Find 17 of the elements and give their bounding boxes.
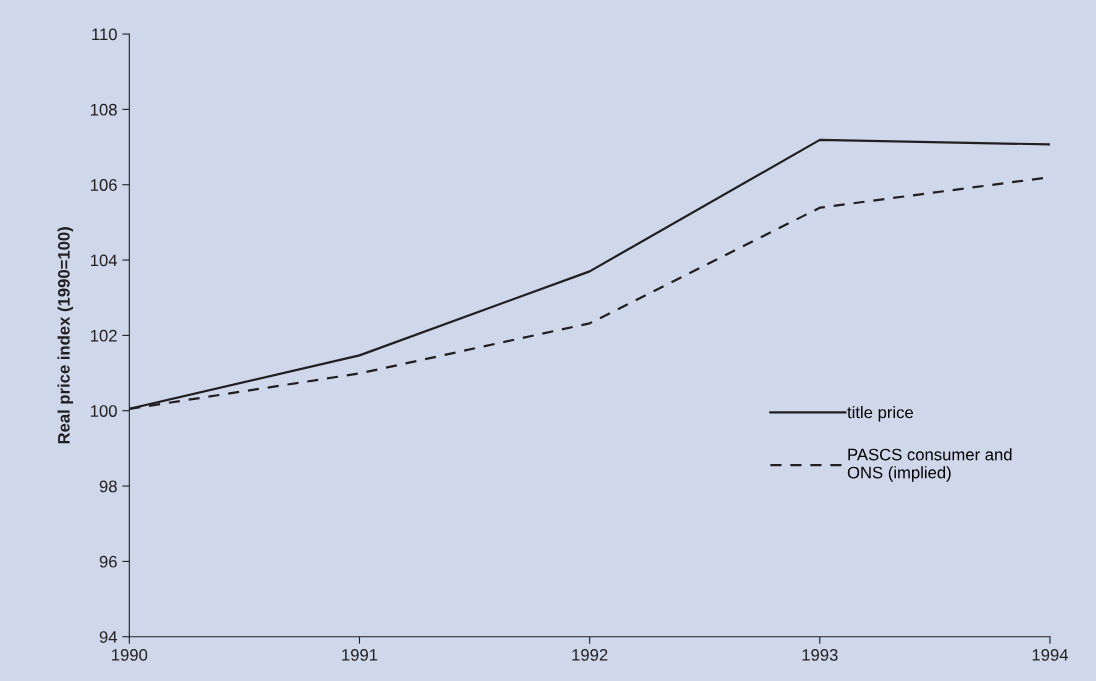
y-tick-label: 100	[90, 405, 117, 417]
legend-label: title price	[847, 406, 913, 422]
y-tick-label: 94	[99, 631, 118, 643]
x-tick-label: 1992	[572, 648, 608, 661]
x-tick-label: 1991	[342, 648, 378, 661]
y-axis-title: Real price index (1990=100)	[57, 227, 74, 444]
y-tick-label: 106	[90, 179, 117, 191]
x-tick-label: 1993	[802, 648, 838, 661]
legend-label: PASCS consumer and ONS (implied)	[847, 448, 1012, 482]
y-tick-label: 96	[99, 555, 117, 568]
x-tick-label: 1994	[1032, 648, 1069, 661]
y-tick-label: 108	[90, 103, 117, 116]
y-tick-label: 98	[99, 480, 117, 493]
y-tick-label: 102	[90, 329, 117, 342]
y-tick-label: 104	[90, 254, 118, 267]
y-tick-label: 110	[92, 28, 117, 41]
x-tick-label: 1990	[112, 648, 148, 661]
